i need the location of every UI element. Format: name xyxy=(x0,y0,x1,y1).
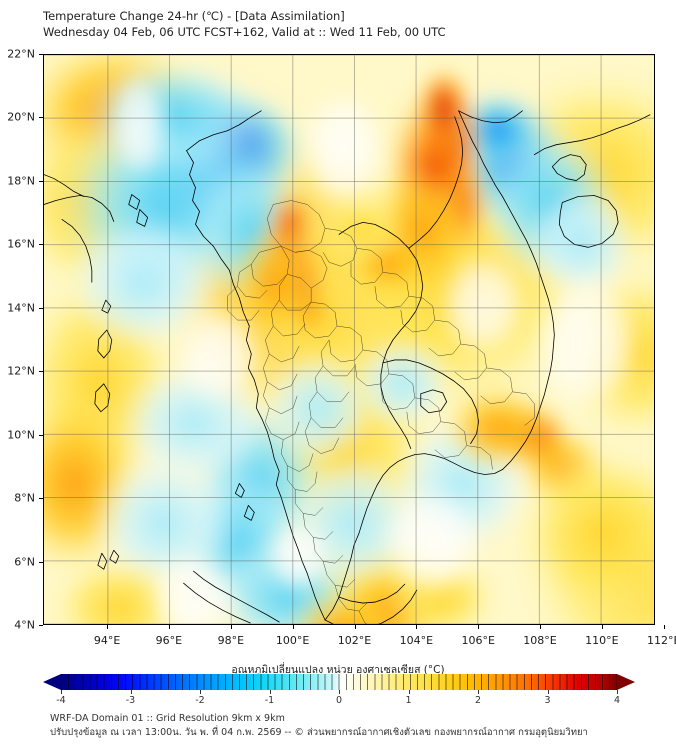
colorbar-tick-label: -2 xyxy=(195,695,205,706)
colorbar-tick-label: 1 xyxy=(405,695,412,706)
colorbar-tick-label: -3 xyxy=(125,695,136,706)
colorbar-tick-label: -4 xyxy=(56,695,66,706)
y-tick-label: 16°N xyxy=(7,237,35,251)
map-plot-area[interactable] xyxy=(43,54,655,625)
x-tick-label: 94°E xyxy=(93,634,121,647)
colorbar-tick-label: 0 xyxy=(335,695,343,706)
y-tick-label: 6°N xyxy=(14,555,35,569)
x-tick-label: 104°E xyxy=(399,634,434,647)
colorbar[interactable]: -4 -3 -2 -1 0 1 2 3 4 xyxy=(43,674,635,706)
y-tick-label: 12°N xyxy=(7,364,35,378)
x-tick-label: 96°E xyxy=(155,634,183,647)
colorbar-tick-label: 4 xyxy=(613,695,621,706)
map-gridlines xyxy=(44,55,654,624)
colorbar-title: อุณหภูมิเปลี่ยนแปลง หน่วย องศาเซลเซียส (… xyxy=(231,664,445,676)
province-boundary-layer xyxy=(227,200,535,624)
colorbar-tick-label: -1 xyxy=(264,695,275,706)
colorbar-max-arrow xyxy=(617,674,635,690)
y-tick-label: 8°N xyxy=(14,491,35,505)
x-tick-label: 108°E xyxy=(523,634,557,647)
y-axis: 4°N 6°N 8°N 10°N 12°N 14°N 16°N 18°N 20°… xyxy=(0,48,41,632)
x-tick-label: 98°E xyxy=(217,634,245,647)
page-title: Temperature Change 24-hr (℃) - [Data Ass… xyxy=(43,8,446,40)
colorbar-min-arrow xyxy=(43,674,61,690)
footer-model-info: WRF-DA Domain 01 :: Grid Resolution 9km … xyxy=(50,713,285,724)
colorbar-tick-label: 3 xyxy=(544,695,551,706)
y-tick-label: 14°N xyxy=(7,301,35,315)
y-tick-label: 22°N xyxy=(7,47,35,61)
title-line-2: Wednesday 04 Feb, 06 UTC FCST+162, Valid… xyxy=(43,25,446,39)
temperature-anomaly-field xyxy=(44,55,654,624)
footer: WRF-DA Domain 01 :: Grid Resolution 9km … xyxy=(50,712,588,740)
x-tick-label: 110°E xyxy=(585,634,619,647)
x-tick-label: 106°E xyxy=(461,634,495,647)
y-tick-label: 10°N xyxy=(7,428,35,442)
x-tick-label: 100°E xyxy=(275,634,310,647)
colorbar-band-separators xyxy=(61,674,617,690)
y-tick-label: 4°N xyxy=(14,618,35,632)
x-tick-label: 112°E xyxy=(646,634,676,647)
coastline-layer xyxy=(44,110,651,624)
x-tick-label: 102°E xyxy=(337,634,372,647)
footer-attribution: ปรับปรุงข้อมูล ณ เวลา 13:00น. วัน พ. ที่… xyxy=(50,727,588,738)
y-tick-label: 18°N xyxy=(7,174,35,188)
x-axis: 94°E 96°E 98°E 100°E 102°E 104°E 106°E 1… xyxy=(39,54,676,647)
title-line-1: Temperature Change 24-hr (℃) - [Data Ass… xyxy=(43,9,345,23)
colorbar-tick-label: 2 xyxy=(474,695,482,706)
y-tick-label: 20°N xyxy=(7,110,35,124)
